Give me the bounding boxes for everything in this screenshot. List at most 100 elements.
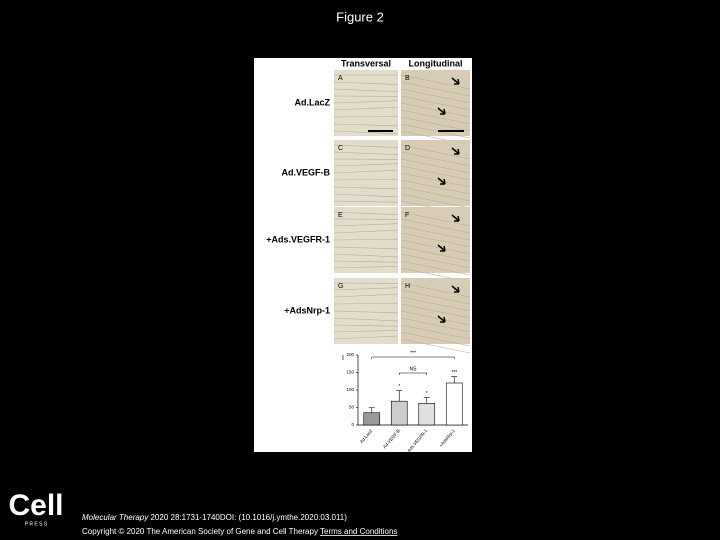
logo-sub: P R E S S xyxy=(25,521,48,527)
tissue-fiber xyxy=(400,88,471,104)
row-label: +Ads.VEGFR-1 xyxy=(266,234,330,244)
tissue-fiber xyxy=(400,289,471,305)
tissue-fiber xyxy=(333,88,399,93)
tissue-fiber xyxy=(333,246,399,250)
tissue-fiber xyxy=(400,123,471,139)
tissue-fiber xyxy=(333,253,399,258)
tissue-fiber xyxy=(400,232,471,248)
tissue-fiber xyxy=(333,317,399,322)
error-bar xyxy=(451,376,458,383)
journal: Molecular Therapy xyxy=(82,513,149,522)
error-bar xyxy=(368,407,375,413)
arrow xyxy=(451,77,460,85)
tissue-fiber xyxy=(333,169,399,174)
tissue-fiber xyxy=(333,130,399,135)
copyright: Copyright © 2020 The American Society of… xyxy=(82,527,397,536)
tissue-fiber xyxy=(333,123,399,127)
bar xyxy=(418,402,436,426)
error-bar xyxy=(423,397,430,404)
copyright-text: Copyright © 2020 The American Society of… xyxy=(82,527,320,536)
micrograph xyxy=(334,140,398,206)
tissue-fiber xyxy=(400,172,471,188)
tissue-fiber xyxy=(333,229,399,234)
annotation: *** xyxy=(451,370,457,376)
citation: Molecular Therapy 2020 28:1731-1740DOI: … xyxy=(82,513,347,522)
tissue-fiber xyxy=(333,223,399,227)
tissue-fiber xyxy=(333,151,399,156)
tissue-fiber xyxy=(333,163,399,167)
bar xyxy=(390,400,408,426)
tissue-fiber xyxy=(400,239,471,255)
y-tick-label: 50 xyxy=(349,405,355,410)
annotation: * xyxy=(426,391,428,397)
column-header: Longitudinal xyxy=(409,58,463,68)
tissue-fiber xyxy=(400,81,471,97)
tissue-fiber xyxy=(400,95,471,111)
bracket xyxy=(371,356,455,359)
row-label: Ad.VEGF-B xyxy=(282,167,331,177)
arrow xyxy=(451,214,460,222)
bar xyxy=(445,382,463,426)
tissue-fiber xyxy=(333,238,399,241)
annotation: NS xyxy=(410,366,418,372)
tissue-fiber xyxy=(400,303,471,319)
tissue-fiber xyxy=(400,179,471,195)
tissue-fiber xyxy=(333,302,399,305)
tissue-fiber xyxy=(333,310,399,314)
tissue-fiber xyxy=(333,266,399,269)
panel-letter: H xyxy=(405,283,410,290)
tissue-fiber xyxy=(400,116,471,132)
tissue-fiber xyxy=(333,115,399,118)
y-tick-label: 200 xyxy=(346,352,354,357)
panel-letter: E xyxy=(338,212,343,219)
bracket xyxy=(399,372,427,375)
tissue-fiber xyxy=(333,200,399,203)
tissue-fiber xyxy=(333,81,399,85)
tissue-fiber xyxy=(400,225,471,241)
column-header: Transversal xyxy=(341,58,391,68)
tissue-fiber xyxy=(333,287,399,291)
arrow xyxy=(437,244,446,252)
y-tick-label: 100 xyxy=(346,387,354,392)
tissue-fiber xyxy=(400,158,471,174)
tissue-fiber xyxy=(400,310,471,326)
tissue-fiber xyxy=(400,296,471,312)
logo: Cell xyxy=(8,489,63,522)
annotation: * xyxy=(398,384,400,390)
tissue-fiber xyxy=(400,109,471,125)
panel-letter: G xyxy=(338,283,343,290)
terms-link[interactable]: Terms and Conditions xyxy=(320,527,397,536)
tissue-fiber xyxy=(333,330,399,333)
citation-text: 2020 28:1731-1740DOI: (10.1016/j.ymthe.2… xyxy=(148,513,347,522)
tissue-fiber xyxy=(400,331,471,347)
tissue-fiber xyxy=(400,193,471,209)
panel-letter: F xyxy=(405,212,409,219)
arrow xyxy=(451,285,460,293)
annotation: *** xyxy=(410,350,416,356)
panel-letter: D xyxy=(405,145,410,152)
tissue-fiber xyxy=(400,282,471,298)
tissue-fiber xyxy=(333,324,399,327)
panel-letter: B xyxy=(405,75,410,82)
tissue-fiber xyxy=(333,193,399,198)
tissue-fiber xyxy=(400,218,471,234)
tissue-fiber xyxy=(333,106,399,111)
arrow xyxy=(437,107,446,115)
panel-letter: I xyxy=(342,355,344,362)
tissue-fiber xyxy=(400,260,471,276)
row-label: Ad.LacZ xyxy=(294,97,330,107)
tissue-fiber xyxy=(400,151,471,167)
bar xyxy=(363,412,381,426)
tissue-fiber xyxy=(400,102,471,118)
slide-title: Figure 2 xyxy=(336,9,384,24)
tissue-fiber xyxy=(333,211,399,216)
tissue-fiber xyxy=(400,338,471,354)
tissue-fiber xyxy=(400,317,471,333)
y-tick-label: 0 xyxy=(351,422,354,427)
tissue-fiber xyxy=(400,144,471,160)
tissue-fiber xyxy=(333,335,399,340)
error-bar xyxy=(396,390,403,402)
micrograph xyxy=(334,70,398,136)
